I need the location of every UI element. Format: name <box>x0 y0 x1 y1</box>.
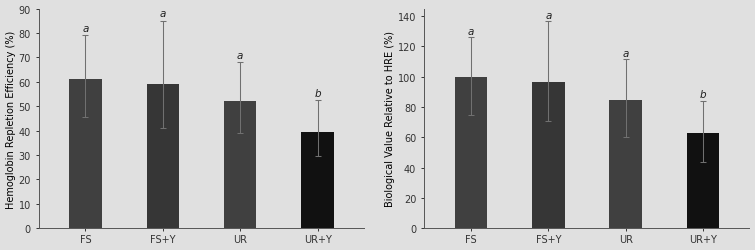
Text: a: a <box>545 11 551 21</box>
Text: a: a <box>237 50 243 60</box>
Bar <box>455 78 487 228</box>
Text: b: b <box>700 90 707 100</box>
Bar <box>146 85 179 228</box>
Bar <box>609 101 642 228</box>
Y-axis label: Biological Value Relative to HRE (%): Biological Value Relative to HRE (%) <box>385 31 395 206</box>
Bar <box>301 132 334 228</box>
Y-axis label: Hemoglobin Repletion Efficiency (%): Hemoglobin Repletion Efficiency (%) <box>5 30 16 208</box>
Text: a: a <box>82 24 88 34</box>
Text: a: a <box>467 27 474 37</box>
Bar <box>224 102 257 228</box>
Text: a: a <box>159 9 166 19</box>
Text: a: a <box>622 48 629 58</box>
Text: b: b <box>314 88 321 98</box>
Bar <box>532 83 565 228</box>
Bar <box>69 80 102 228</box>
Bar <box>687 133 720 228</box>
